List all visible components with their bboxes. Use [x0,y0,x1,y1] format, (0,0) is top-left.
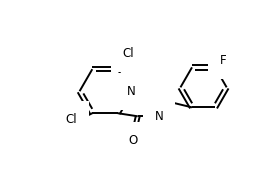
Text: Cl: Cl [123,47,134,60]
Text: Cl: Cl [65,113,77,126]
Text: N: N [127,85,136,98]
Text: O: O [129,134,138,147]
Text: N: N [155,110,164,123]
Text: F: F [220,54,227,67]
